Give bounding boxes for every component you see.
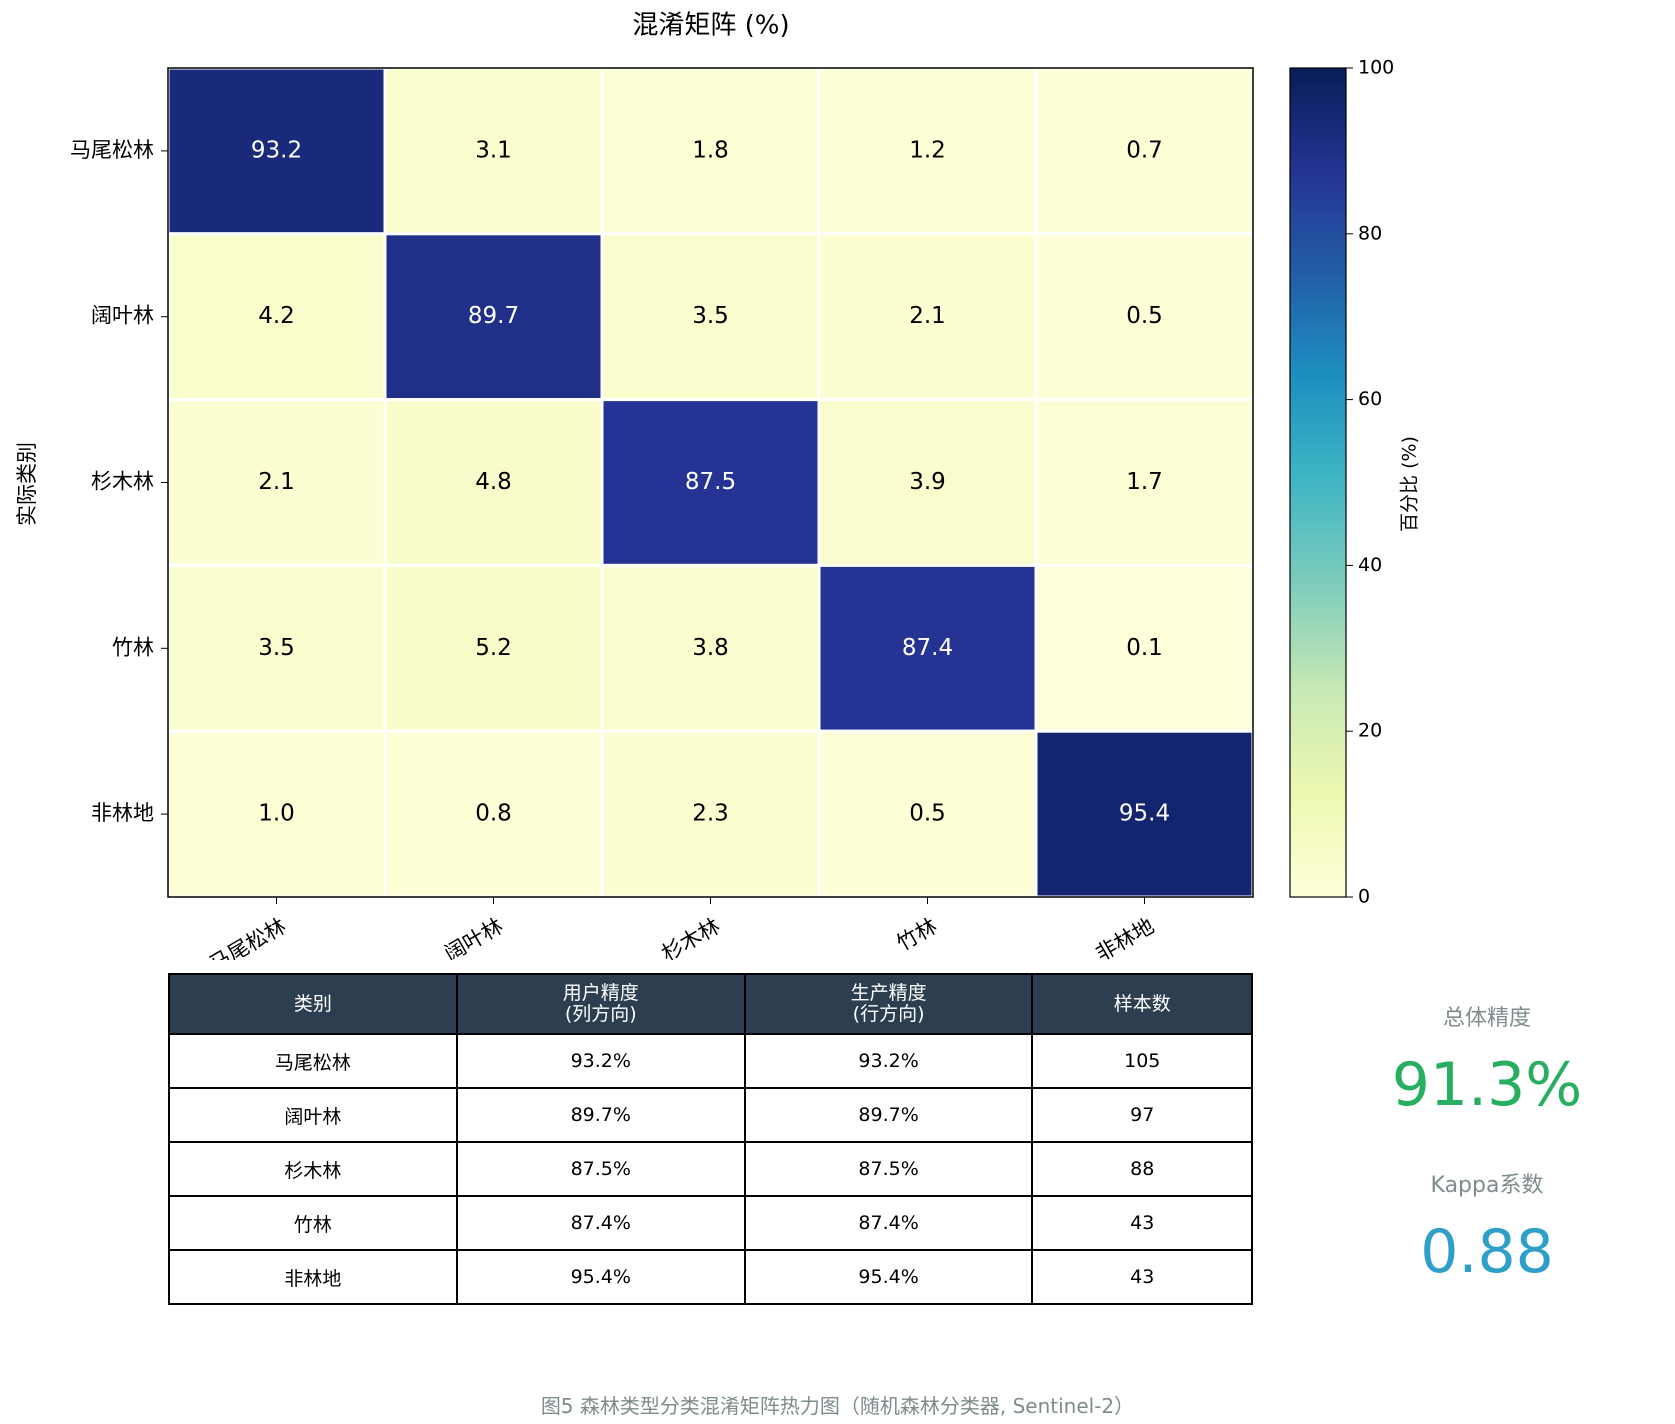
colorbar-tick-label: 80	[1358, 222, 1382, 244]
x-tick-label: 杉木林	[657, 914, 724, 960]
heatmap-cell	[600, 232, 821, 402]
kappa-label: Kappa系数	[1430, 1173, 1544, 1198]
cell-label: 95.4	[1119, 801, 1170, 827]
cell-label: 3.5	[692, 303, 729, 329]
heatmap-cell	[600, 563, 821, 733]
colorbar-tick-label: 60	[1358, 388, 1382, 410]
table-cell: 竹林	[168, 1195, 458, 1251]
cell-label: 1.8	[692, 137, 729, 163]
x-tick-label: 非林地	[1091, 914, 1158, 960]
table-cell: 阔叶林	[168, 1087, 458, 1143]
y-tick-label: 杉木林	[91, 470, 154, 494]
cell-label: 1.7	[1126, 469, 1163, 495]
cell-label: 5.2	[475, 635, 512, 661]
cell-label: 3.8	[692, 635, 729, 661]
cell-label: 4.2	[258, 303, 295, 329]
table-cell: 87.5%	[743, 1141, 1034, 1197]
accuracy-label: 总体精度	[1442, 1006, 1531, 1031]
cell-label: 2.1	[909, 303, 946, 329]
heatmap-cell	[383, 729, 604, 899]
table-cell: 105	[1031, 1033, 1253, 1089]
heatmap-cell	[383, 66, 604, 236]
colorbar	[1289, 67, 1347, 898]
cell-label: 0.5	[1126, 303, 1163, 329]
accuracy-value: 91.3%	[1391, 1050, 1583, 1120]
table-header-cell: 类别	[168, 973, 458, 1035]
cell-label: 3.9	[909, 469, 946, 495]
cell-label: 2.3	[692, 801, 729, 827]
caption: 图5 森林类型分类混淆矩阵热力图（随机森林分类器, Sentinel-2）	[540, 1394, 1135, 1418]
heatmap-cell	[383, 563, 604, 733]
heatmap-cell	[817, 66, 1038, 236]
table-cell: 非林地	[168, 1249, 458, 1305]
colorbar-tick-label: 100	[1358, 57, 1394, 79]
cell-label: 3.5	[258, 635, 295, 661]
x-tick-label: 竹林	[893, 914, 941, 956]
cell-label: 4.8	[475, 469, 512, 495]
chart-title: 混淆矩阵 (%)	[632, 11, 789, 41]
table-cell: 88	[1031, 1141, 1253, 1197]
table-row: 竹林 87.4% 87.4% 43	[168, 1195, 1253, 1251]
y-axis-label: 实际类别	[15, 442, 39, 526]
heatmap-cell	[1034, 729, 1255, 899]
table-cell: 89.7%	[743, 1087, 1034, 1143]
table-cell: 87.4%	[743, 1195, 1034, 1251]
cell-label: 87.5	[685, 469, 736, 495]
cell-label: 0.7	[1126, 137, 1163, 163]
cell-label: 1.2	[909, 137, 946, 163]
kappa-value: 0.88	[1420, 1217, 1554, 1287]
table-row: 马尾松林 93.2% 93.2% 105	[168, 1033, 1253, 1089]
colorbar-tick-label: 20	[1358, 720, 1382, 742]
cell-label: 1.0	[258, 801, 295, 827]
table-header-cell: 生产精度 (行方向)	[743, 973, 1034, 1035]
y-tick-label: 阔叶林	[91, 304, 154, 328]
table-cell: 87.5%	[455, 1141, 746, 1197]
cell-label: 0.1	[1126, 635, 1163, 661]
y-tick-label: 竹林	[112, 635, 154, 659]
table-header-cell: 样本数	[1031, 973, 1253, 1035]
colorbar-label: 百分比 (%)	[1399, 436, 1421, 532]
heatmap-cell	[166, 729, 387, 899]
cell-label: 0.5	[909, 801, 946, 827]
heatmap-cell	[817, 563, 1038, 733]
heatmap-cell	[817, 398, 1038, 567]
cell-label: 0.8	[475, 801, 512, 827]
heatmap-cell	[600, 729, 821, 899]
heatmap-cell	[1034, 563, 1255, 733]
colorbar-tick-label: 40	[1358, 554, 1382, 576]
heatmap-cell	[166, 66, 387, 236]
table-cell: 87.4%	[455, 1195, 746, 1251]
table-cell: 95.4%	[455, 1249, 746, 1305]
colorbar-tick-label: 0	[1358, 886, 1370, 908]
table-cell: 43	[1031, 1249, 1253, 1305]
table-row: 非林地 95.4% 95.4% 43	[168, 1249, 1253, 1305]
table-cell: 97	[1031, 1087, 1253, 1143]
table-cell: 马尾松林	[168, 1033, 458, 1089]
table-cell: 43	[1031, 1195, 1253, 1251]
x-tick-label: 马尾松林	[205, 914, 290, 960]
table-row: 杉木林 87.5% 87.5% 88	[168, 1141, 1253, 1197]
cell-label: 93.2	[251, 137, 302, 163]
heatmap-cell	[1034, 232, 1255, 402]
table-cell: 93.2%	[743, 1033, 1034, 1089]
cell-label: 87.4	[902, 635, 953, 661]
table-row: 阔叶林 89.7% 89.7% 97	[168, 1087, 1253, 1143]
table-cell: 95.4%	[743, 1249, 1034, 1305]
cell-label: 3.1	[475, 137, 512, 163]
heatmap-cell	[383, 398, 604, 567]
table-header-cell: 用户精度 (列方向)	[455, 973, 746, 1035]
table-cell: 杉木林	[168, 1141, 458, 1197]
x-tick-label: 阔叶林	[440, 914, 507, 960]
cell-label: 89.7	[468, 303, 519, 329]
chart: 混淆矩阵 (%) 实际类别 百分比 (%) 93.2 3.1 1.8 1.2 0.7 4.…	[15, 11, 1421, 961]
table-cell: 93.2%	[455, 1033, 746, 1089]
cell-label: 2.1	[258, 469, 295, 495]
y-tick-label: 马尾松林	[70, 138, 154, 162]
accuracy-table: 类别 用户精度 (列方向) 生产精度 (行方向) 样本数 马尾松林 93.2% 93.2% 1…	[168, 973, 1253, 1305]
y-tick-label: 非林地	[91, 801, 154, 825]
table-cell: 89.7%	[455, 1087, 746, 1143]
